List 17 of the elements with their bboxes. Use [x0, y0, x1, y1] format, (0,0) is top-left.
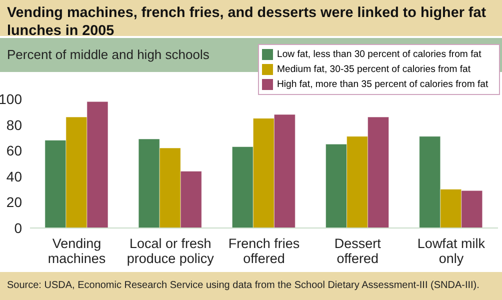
y-tick-label: 60 [6, 142, 22, 159]
chart-title: Vending machines, french fries, and desserts were linked to higher fat lunches in 2005 [7, 4, 488, 40]
x-tick-label: Vending machines [48, 236, 106, 266]
y-tick-label: 40 [6, 168, 22, 184]
x-tick-label: Dessert offered [334, 236, 382, 266]
x-tick-label: Local or fresh produce policy [126, 236, 214, 266]
y-tick-label: 0 [14, 220, 22, 236]
chart-subtitle: Percent of middle and high schools [7, 47, 210, 62]
x-tick-label: Lowfat milk only [417, 236, 486, 266]
legend-label: Low fat, less than 30 percent of calories from fat [277, 49, 482, 60]
y-tick-label: 20 [6, 194, 22, 210]
y-tick-label: 80 [6, 116, 22, 133]
legend-label: High fat, more than 35 percent of calories from fat [277, 79, 488, 90]
source-note: Source: USDA, Economic Research Service using data from the School Dietary Assessment-III (SNDA-III). [7, 280, 480, 291]
y-tick-label: 100 [0, 90, 22, 107]
x-tick-label: French fries offered [228, 236, 300, 266]
legend-label: Medium fat, 30-35 percent of calories from fat [277, 64, 471, 75]
